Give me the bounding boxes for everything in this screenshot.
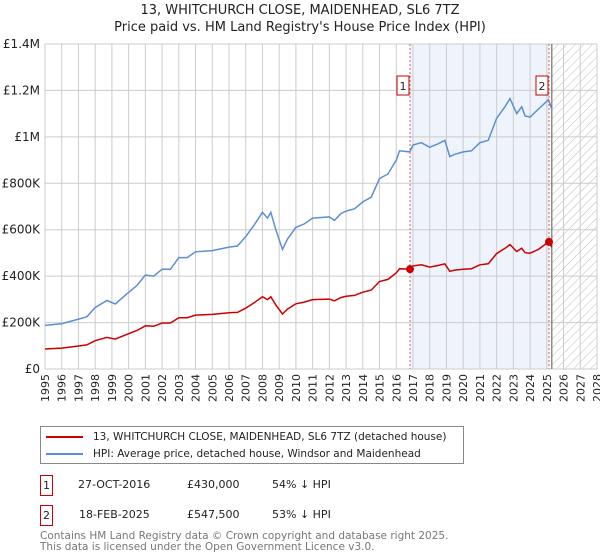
- x-tick-label: 2024: [524, 374, 537, 402]
- x-tick-label: 1996: [56, 374, 69, 402]
- sale-label: 1: [399, 80, 406, 93]
- x-tick-label: 2011: [307, 374, 320, 402]
- transaction-date: 27-OCT-2016: [78, 478, 151, 491]
- x-tick-label: 2013: [340, 374, 353, 402]
- chart-legend: 13, WHITCHURCH CLOSE, MAIDENHEAD, SL6 7T…: [40, 426, 464, 464]
- x-tick-label: 2000: [123, 374, 136, 402]
- x-tick-label: 2027: [574, 374, 587, 402]
- x-tick-label: 2016: [390, 374, 403, 402]
- x-tick-label: 2015: [374, 374, 387, 402]
- x-tick-label: 2025: [541, 374, 554, 402]
- y-tick-label: £600K: [2, 223, 42, 237]
- x-tick-label: 2009: [273, 374, 286, 402]
- y-tick-label: £400K: [2, 269, 42, 283]
- transaction-price: £547,500: [187, 508, 240, 521]
- x-tick-label: 2003: [173, 374, 186, 402]
- transaction-hpi-diff: 54% ↓ HPI: [272, 478, 331, 491]
- transaction-price: £430,000: [187, 478, 240, 491]
- footer-attribution: Contains HM Land Registry data © Crown c…: [40, 531, 448, 552]
- y-tick-label: £0: [25, 362, 40, 376]
- legend-swatch-blue: [46, 453, 83, 455]
- legend-label: HPI: Average price, detached house, Wind…: [93, 448, 421, 460]
- x-tick-label: 2023: [507, 374, 520, 402]
- series-line: [44, 240, 553, 350]
- sale-label-box: [535, 75, 549, 96]
- footer-line: This data is licensed under the Open Gov…: [40, 540, 375, 553]
- y-tick-label: £1.4M: [3, 37, 40, 51]
- legend-item-property: 13, WHITCHURCH CLOSE, MAIDENHEAD, SL6 7T…: [46, 429, 446, 445]
- series-line: [44, 96, 553, 327]
- x-tick-label: 2018: [424, 374, 437, 402]
- y-tick-label: £800K: [2, 176, 42, 190]
- x-tick-label: 2012: [323, 374, 336, 402]
- x-tick-label: 1999: [106, 374, 119, 402]
- x-tick-label: 2008: [256, 374, 269, 402]
- x-tick-label: 2019: [440, 374, 453, 402]
- y-tick-label: £1M: [14, 130, 40, 144]
- x-tick-label: 1997: [72, 374, 85, 402]
- sale-point: [544, 237, 553, 246]
- x-tick-label: 2028: [591, 374, 600, 402]
- chart-subtitle: Price paid vs. HM Land Registry's House …: [114, 20, 486, 35]
- x-tick-label: 2021: [474, 374, 487, 402]
- x-tick-label: 2001: [139, 374, 152, 402]
- transaction-date: 18-FEB-2025: [79, 508, 150, 521]
- forecast-hatch: [551, 44, 597, 369]
- x-tick-label: 2017: [407, 374, 420, 402]
- legend-item-hpi: HPI: Average price, detached house, Wind…: [46, 446, 421, 462]
- price-chart: £0 £200K £400K £600K £800K £1M £1.2M £1.4M 1995 1…: [2, 37, 600, 402]
- chart-title: 13, WHITCHURCH CLOSE, MAIDENHEAD, SL6 7T…: [140, 3, 460, 18]
- sale-point: [405, 265, 414, 274]
- x-tick-label: 1995: [39, 374, 52, 402]
- transaction-badge: 1: [40, 475, 53, 496]
- x-tick-label: 2020: [457, 374, 470, 402]
- legend-label: 13, WHITCHURCH CLOSE, MAIDENHEAD, SL6 7T…: [93, 431, 447, 443]
- y-tick-label: £200K: [2, 316, 42, 330]
- x-tick-label: 2004: [190, 374, 203, 402]
- legend-swatch-red: [46, 436, 83, 438]
- transaction-hpi-diff: 53% ↓ HPI: [272, 508, 331, 521]
- footer-line: Contains HM Land Registry data © Crown c…: [40, 530, 449, 542]
- x-tick-label: 2006: [223, 374, 236, 402]
- x-tick-label: 1998: [89, 374, 102, 402]
- sale-label: 2: [538, 80, 545, 93]
- transaction-badge: 2: [40, 505, 53, 526]
- x-tick-label: 2005: [206, 374, 219, 402]
- x-tick-label: 2022: [491, 374, 504, 402]
- x-tick-label: 2026: [558, 374, 571, 402]
- x-tick-label: 2014: [357, 374, 370, 402]
- x-tick-label: 2010: [290, 374, 303, 402]
- y-tick-label: £1.2M: [3, 83, 40, 97]
- sale-label-box: [396, 75, 410, 96]
- x-tick-label: 2007: [240, 374, 253, 402]
- x-tick-label: 2002: [156, 374, 169, 402]
